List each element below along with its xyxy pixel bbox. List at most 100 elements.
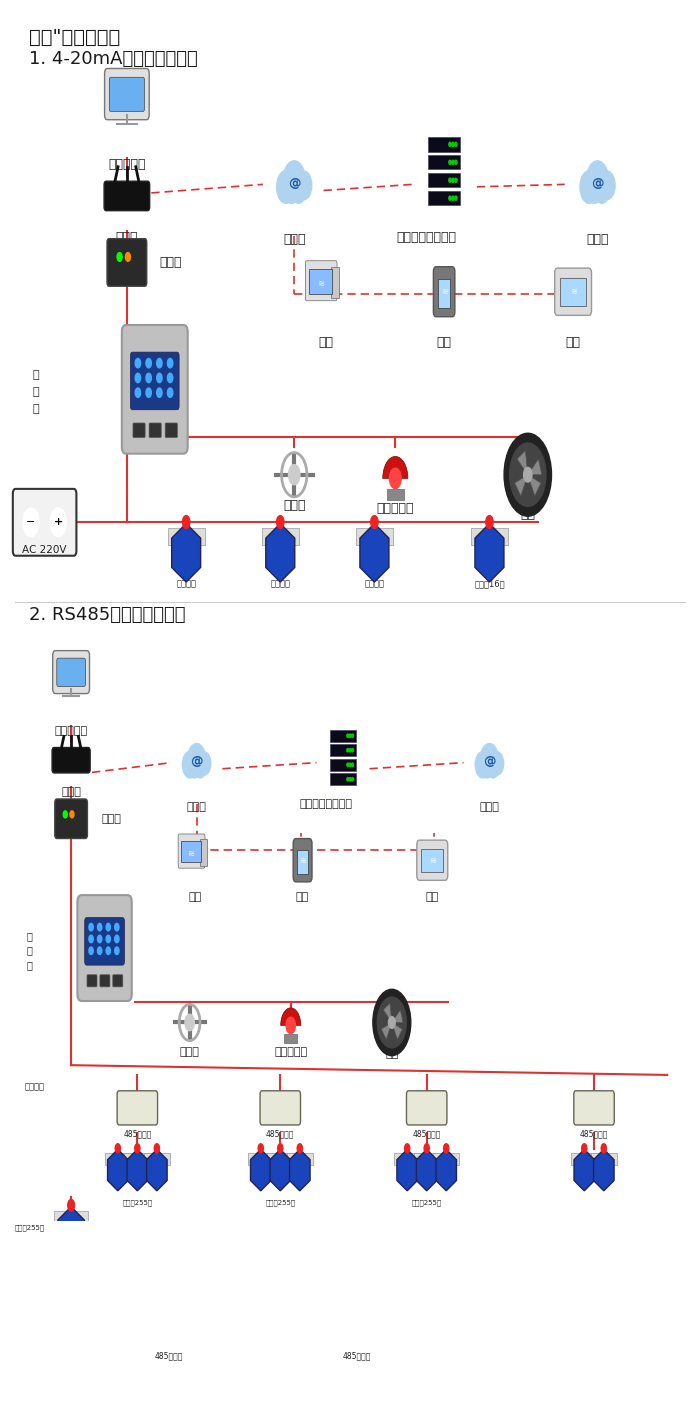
Wedge shape [383, 456, 408, 478]
Circle shape [373, 989, 411, 1055]
Text: 终端: 终端 [566, 336, 580, 349]
Circle shape [598, 172, 615, 200]
Circle shape [63, 810, 67, 817]
Text: ≋: ≋ [317, 280, 324, 288]
Text: 路由器: 路由器 [61, 787, 81, 796]
Polygon shape [528, 474, 541, 495]
FancyBboxPatch shape [117, 1090, 158, 1126]
Circle shape [258, 1144, 263, 1152]
FancyBboxPatch shape [416, 840, 448, 881]
Circle shape [580, 170, 598, 204]
Circle shape [183, 515, 190, 529]
Polygon shape [416, 1150, 437, 1190]
Circle shape [186, 1366, 191, 1375]
Circle shape [455, 142, 457, 146]
Circle shape [405, 1144, 409, 1152]
Circle shape [377, 998, 406, 1048]
Polygon shape [397, 1150, 417, 1190]
Text: 2. RS485信号连接系统图: 2. RS485信号连接系统图 [29, 606, 186, 625]
Polygon shape [139, 1372, 160, 1407]
Text: 大众"系列报警器: 大众"系列报警器 [29, 28, 120, 48]
Polygon shape [594, 1150, 614, 1190]
Text: 线: 线 [33, 404, 40, 414]
FancyBboxPatch shape [428, 191, 460, 205]
FancyBboxPatch shape [438, 280, 450, 308]
FancyBboxPatch shape [591, 1152, 617, 1165]
FancyBboxPatch shape [293, 839, 312, 882]
Text: ≋: ≋ [429, 855, 436, 865]
Circle shape [146, 359, 151, 367]
Circle shape [351, 778, 354, 781]
Circle shape [97, 923, 102, 931]
FancyBboxPatch shape [309, 269, 332, 294]
FancyBboxPatch shape [428, 155, 460, 169]
FancyBboxPatch shape [165, 424, 177, 438]
Circle shape [50, 508, 66, 536]
Text: 485中继器: 485中继器 [412, 1130, 441, 1138]
Polygon shape [58, 1207, 85, 1261]
FancyBboxPatch shape [136, 1375, 162, 1387]
Text: 讯: 讯 [27, 946, 32, 955]
Text: 风机: 风机 [385, 1050, 398, 1059]
Text: 485中继器: 485中继器 [343, 1352, 371, 1361]
FancyBboxPatch shape [331, 267, 340, 298]
Circle shape [89, 947, 93, 954]
Circle shape [284, 177, 299, 204]
Circle shape [354, 1366, 360, 1375]
Circle shape [601, 1144, 606, 1152]
FancyBboxPatch shape [571, 1152, 597, 1165]
Text: 单机版电脑: 单机版电脑 [108, 158, 146, 170]
Text: 互联网: 互联网 [187, 802, 206, 812]
Polygon shape [517, 450, 528, 474]
Text: +: + [54, 518, 63, 528]
Circle shape [594, 177, 609, 204]
Text: @: @ [288, 177, 300, 190]
FancyBboxPatch shape [284, 1034, 298, 1043]
Polygon shape [366, 1372, 387, 1407]
Circle shape [166, 1366, 172, 1375]
Circle shape [135, 388, 141, 397]
Circle shape [106, 923, 111, 931]
FancyBboxPatch shape [149, 424, 161, 438]
Circle shape [455, 196, 457, 200]
Circle shape [135, 359, 141, 367]
FancyBboxPatch shape [78, 895, 132, 1000]
FancyBboxPatch shape [125, 1152, 150, 1165]
Text: 485中继器: 485中继器 [266, 1130, 295, 1138]
Text: 安帕尔网络服务器: 安帕尔网络服务器 [299, 799, 352, 809]
FancyBboxPatch shape [104, 69, 149, 120]
Polygon shape [514, 474, 528, 495]
Circle shape [449, 142, 452, 146]
FancyBboxPatch shape [144, 1152, 170, 1165]
Text: 通: 通 [27, 931, 32, 941]
Circle shape [349, 749, 351, 751]
Polygon shape [158, 1372, 179, 1407]
Polygon shape [146, 1150, 167, 1190]
Text: 单机版电脑: 单机版电脑 [55, 726, 88, 736]
FancyBboxPatch shape [574, 1090, 614, 1126]
FancyBboxPatch shape [104, 182, 150, 211]
Polygon shape [392, 1023, 402, 1040]
FancyBboxPatch shape [560, 277, 587, 305]
Text: 485中继器: 485中继器 [155, 1352, 183, 1361]
Circle shape [349, 778, 351, 781]
Text: 通: 通 [33, 370, 40, 380]
FancyBboxPatch shape [471, 529, 508, 546]
Text: ≋: ≋ [570, 287, 577, 297]
FancyBboxPatch shape [330, 730, 356, 741]
Text: 声光报警器: 声光报警器 [377, 501, 414, 515]
Text: ≋: ≋ [188, 850, 195, 858]
Circle shape [197, 751, 211, 775]
Circle shape [125, 253, 130, 262]
Circle shape [480, 743, 498, 775]
Circle shape [295, 172, 312, 200]
Text: 1. 4-20mA信号连接系统图: 1. 4-20mA信号连接系统图 [29, 51, 198, 68]
Text: 485中继器: 485中继器 [580, 1130, 608, 1138]
Polygon shape [108, 1150, 128, 1190]
FancyBboxPatch shape [324, 1375, 351, 1387]
FancyBboxPatch shape [428, 138, 460, 152]
Text: 讯: 讯 [33, 387, 40, 397]
Text: @: @ [483, 756, 496, 768]
Circle shape [134, 1144, 140, 1152]
Circle shape [135, 373, 141, 383]
